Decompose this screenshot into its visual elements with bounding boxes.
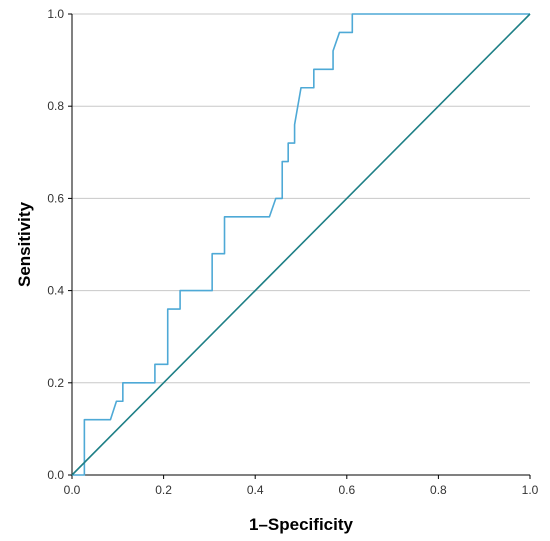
- tick-labels: 0.0 0.2 0.4 0.6 0.8 1.0 0.0 0.2 0.4 0.6 0.8 1.0: [47, 7, 538, 497]
- y-tick-label-4: 0.8: [47, 99, 64, 113]
- reference-line: [71, 13, 531, 476]
- y-axis-title: Sensitivity: [15, 201, 34, 287]
- axes: [68, 13, 531, 479]
- y-tick-label-1: 0.2: [47, 376, 64, 390]
- x-tick-label-2: 0.4: [247, 483, 264, 497]
- y-tick-label-5: 1.0: [47, 7, 64, 21]
- x-tick-label-5: 1.0: [522, 483, 539, 497]
- roc-curve: [72, 13, 530, 476]
- gridlines: [72, 13, 530, 384]
- x-tick-label-0: 0.0: [64, 483, 81, 497]
- x-tick-label-1: 0.2: [155, 483, 172, 497]
- x-tick-label-4: 0.8: [430, 483, 447, 497]
- y-tick-label-2: 0.4: [47, 284, 64, 298]
- y-tick-label-3: 0.6: [47, 191, 64, 205]
- y-tick-label-0: 0.0: [47, 468, 64, 482]
- x-tick-label-3: 0.6: [338, 483, 355, 497]
- x-axis-title: 1–Specificity: [249, 515, 353, 534]
- series: [71, 13, 531, 476]
